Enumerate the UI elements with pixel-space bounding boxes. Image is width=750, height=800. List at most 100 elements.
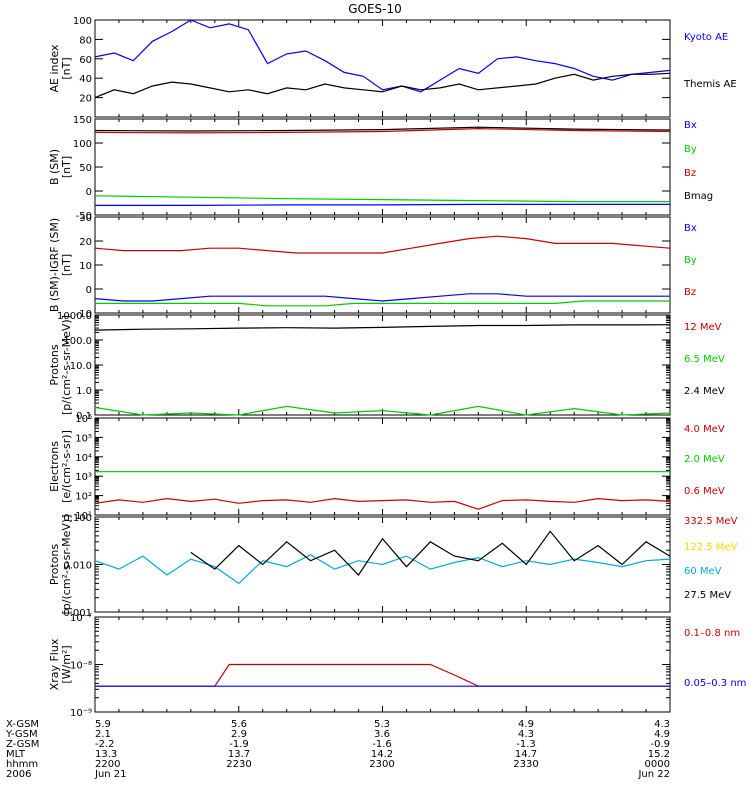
orbit-cell: 2300 bbox=[369, 759, 394, 770]
y-tick-label: 0.1 bbox=[76, 411, 92, 422]
orbit-cell: -1.9 bbox=[229, 739, 249, 750]
series-line-2-4-mev bbox=[94, 324, 671, 331]
y-tick-label: 10 bbox=[79, 261, 92, 272]
panel-db: -10 0 10 20 30 B (SM)-IGRF (SM) [nT] Bx By Bz bbox=[48, 213, 697, 320]
orbit-cell: -1.6 bbox=[372, 739, 392, 750]
series-line-bx bbox=[94, 293, 670, 302]
orbit-cell: 4.9 bbox=[518, 719, 534, 730]
y-axis-label: Protons bbox=[48, 544, 61, 585]
series-line-bx bbox=[95, 203, 670, 206]
orbit-cell: 14.2 bbox=[371, 749, 393, 760]
legend-label: Themis AE bbox=[683, 79, 737, 90]
legend-label: 12 MeV bbox=[684, 322, 722, 333]
y-tick-label: 10¹ bbox=[75, 511, 92, 522]
orbit-cell: 5.6 bbox=[231, 719, 247, 730]
series-line-themis-ae bbox=[94, 72, 671, 99]
legend-label: 27.5 MeV bbox=[684, 590, 731, 601]
y-axis-label: [p/(cm²-s-sr-MeV)] bbox=[60, 515, 73, 615]
orbit-row-label: X-GSM bbox=[6, 719, 39, 730]
y-tick-label: -50 bbox=[76, 211, 92, 222]
y-tick-label: 10³ bbox=[75, 472, 92, 483]
y-tick-label: 40 bbox=[79, 74, 92, 85]
orbit-cell: Jun 22 bbox=[637, 769, 670, 780]
y-axis-label: [nT] bbox=[60, 57, 73, 79]
legend-label: By bbox=[684, 144, 697, 155]
y-tick-label: 20 bbox=[79, 237, 92, 248]
y-tick-label: 10⁻⁹ bbox=[70, 708, 92, 719]
y-tick-label: 10⁻⁷ bbox=[70, 613, 92, 624]
orbit-cell: 2230 bbox=[226, 759, 251, 770]
y-tick-label: 100 bbox=[73, 16, 92, 27]
series-line-bz bbox=[94, 127, 671, 134]
legend-label: Bx bbox=[684, 120, 697, 131]
orbit-cell: 13.3 bbox=[95, 749, 117, 760]
orbit-row-label: hhmm bbox=[6, 759, 38, 770]
orbit-cell: 2330 bbox=[513, 759, 538, 770]
y-tick-label: 1000.0 bbox=[57, 311, 92, 322]
legend-label: Bmag bbox=[684, 191, 713, 202]
panel-hiprotons: 0.001 0.010 0.100 Protons [p/(cm²-s-sr-MeV)]… bbox=[48, 513, 738, 619]
legend-label: 0.1–0.8 nm bbox=[684, 628, 740, 639]
orbit-cell: 2.9 bbox=[231, 729, 247, 740]
legend-label: 2.4 MeV bbox=[684, 386, 725, 397]
y-tick-label: 80 bbox=[79, 35, 92, 46]
y-tick-label: -10 bbox=[76, 309, 92, 320]
legend-label: 0.6 MeV bbox=[684, 486, 725, 497]
orbit-cell: 13.7 bbox=[228, 749, 250, 760]
legend-label: Bz bbox=[684, 168, 696, 179]
panel-protons: 0.1 1.0 10.0 100.0 1000.0 Protons [p/(cm²-s-sr… bbox=[48, 311, 725, 422]
y-tick-label: 10⁴ bbox=[75, 453, 92, 464]
orbit-cell: 15.2 bbox=[648, 749, 670, 760]
y-tick-label: 100 bbox=[73, 139, 92, 150]
y-axis-label: [p/(cm²-s-sr-MeV)] bbox=[60, 315, 73, 415]
orbit-cell: 0000 bbox=[645, 759, 670, 770]
y-axis-label: Electrons bbox=[48, 441, 61, 492]
y-tick-label: 10⁻⁸ bbox=[70, 661, 92, 672]
y-tick-label: 10.0 bbox=[70, 361, 92, 372]
series-line-27-5-mev bbox=[190, 530, 671, 576]
y-axis-label: [nT] bbox=[60, 254, 73, 276]
y-tick-label: 0 bbox=[86, 285, 92, 296]
legend-label: 4.0 MeV bbox=[684, 424, 725, 435]
y-tick-label: 150 bbox=[73, 115, 92, 126]
series-line-0-6-mev bbox=[94, 497, 671, 510]
y-tick-label: 1.0 bbox=[76, 386, 92, 397]
y-tick-label: 10⁵ bbox=[75, 433, 92, 444]
orbit-cell: -1.3 bbox=[516, 739, 536, 750]
series-line-60-mev bbox=[94, 554, 671, 585]
y-tick-label: 0.100 bbox=[63, 513, 92, 524]
series-line-by bbox=[94, 195, 670, 203]
series-line-by bbox=[95, 300, 670, 307]
y-axis-label: B (SM)-IGRF (SM) bbox=[48, 218, 61, 312]
y-axis-label: Xray Flux bbox=[48, 638, 61, 690]
y-tick-label: 30 bbox=[79, 213, 92, 224]
y-axis-label: [nT] bbox=[60, 156, 73, 178]
legend-label: 122.5 MeV bbox=[684, 542, 738, 553]
y-axis-label: AE index bbox=[48, 44, 61, 93]
orbit-cell: 5.3 bbox=[374, 719, 390, 730]
legend-label: Kyoto AE bbox=[684, 32, 728, 43]
orbit-cell: Jun 21 bbox=[94, 769, 127, 780]
orbit-row-label: Z-GSM bbox=[6, 739, 39, 750]
orbit-cell: 4.3 bbox=[518, 729, 534, 740]
y-tick-label: 50 bbox=[79, 163, 92, 174]
orbit-cell: 2200 bbox=[95, 759, 120, 770]
legend-label: Bx bbox=[684, 223, 697, 234]
series-line-6-5-mev bbox=[94, 405, 671, 416]
orbit-cell: 4.9 bbox=[654, 729, 670, 740]
series-line-bmag bbox=[94, 126, 671, 132]
panel-ae: 20 40 60 80 100 AE index [nT] Kyoto AE Themis AE bbox=[48, 16, 737, 118]
legend-label: 0.05–0.3 nm bbox=[684, 678, 746, 689]
orbit-cell: 3.6 bbox=[374, 729, 390, 740]
y-axis-label: [W/m²] bbox=[60, 645, 73, 683]
y-tick-label: 10² bbox=[75, 492, 92, 503]
legend-label: 2.0 MeV bbox=[684, 454, 725, 465]
y-tick-label: 60 bbox=[79, 55, 92, 66]
y-axis-label: [e/(cm²-s-sr)] bbox=[60, 430, 73, 503]
orbit-row-label: MLT bbox=[6, 749, 26, 760]
y-tick-label: 20 bbox=[79, 94, 92, 105]
panel-frame bbox=[94, 314, 671, 416]
